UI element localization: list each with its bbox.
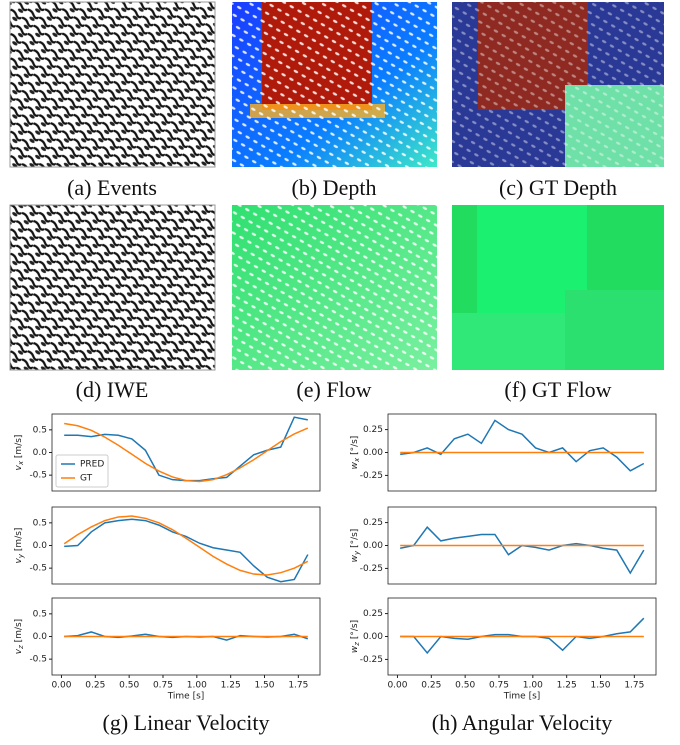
plot-frame [51, 413, 321, 492]
y-label-symbol: w [350, 461, 360, 469]
y-tick-label: -0.5 [29, 655, 47, 665]
y-tick-label: -0.25 [360, 471, 383, 481]
chart-caption: (h) Angular Velocity [432, 710, 612, 735]
x-tick-label: 1.75 [624, 681, 644, 691]
image-gt-depth [452, 2, 664, 167]
plot-frame [51, 506, 321, 585]
y-label-sub: y [353, 550, 361, 556]
y-label-unit: [m/s] [14, 435, 24, 459]
y-label-sub: y [17, 553, 25, 559]
y-tick-label: 0.25 [363, 609, 383, 619]
image-caption: (a) Events [67, 175, 157, 200]
image-caption: (b) Depth [292, 175, 377, 200]
y-tick-label: 0.00 [363, 448, 383, 458]
x-tick-label: 1.00 [523, 681, 543, 691]
x-tick-label: 0.50 [455, 681, 475, 691]
x-tick-label: 1.00 [187, 681, 207, 691]
image-caption: (c) GT Depth [499, 175, 617, 200]
y-tick-label: 0.5 [33, 609, 47, 619]
y-label-symbol: v [14, 648, 24, 654]
image-flow [232, 205, 437, 370]
y-axis-label: vz [m/s] [14, 619, 26, 654]
x-tick-label: 0.25 [421, 681, 441, 691]
x-tick-label: 0.50 [119, 681, 139, 691]
series-line [64, 422, 309, 483]
image-caption: (e) Flow [296, 377, 371, 402]
y-axis-label: vy [m/s] [14, 528, 26, 564]
legend-label: GT [80, 474, 93, 484]
y-tick-label: 0.25 [363, 518, 383, 528]
image-events [9, 1, 216, 168]
y-label-symbol: w [350, 554, 360, 562]
image-iwe [9, 204, 216, 371]
x-tick-label: 0.75 [153, 681, 173, 691]
series-line [64, 518, 309, 583]
plot-frame [387, 413, 657, 492]
x-tick-label: 1.75 [288, 681, 308, 691]
y-tick-label: -0.25 [360, 564, 383, 574]
x-axis-label: Time [s] [503, 692, 541, 702]
y-label-unit: [°/s] [350, 620, 360, 639]
plot-frame [387, 597, 657, 676]
series-line [400, 526, 645, 575]
y-axis-label: wy [°/s] [350, 529, 362, 563]
y-label-sub: z [353, 642, 361, 647]
y-label-unit: [m/s] [14, 619, 24, 643]
x-tick-label: 1.25 [557, 681, 577, 691]
legend-box [55, 454, 109, 488]
y-label-sub: z [17, 645, 25, 650]
y-label-unit: [m/s] [14, 528, 24, 552]
y-tick-label: 0.5 [33, 518, 47, 528]
y-tick-label: 0.0 [33, 448, 48, 458]
image-depth [232, 2, 437, 167]
series-line [400, 617, 645, 655]
y-label-sub: x [17, 460, 25, 466]
y-label-symbol: w [350, 645, 360, 653]
y-tick-label: -0.5 [29, 564, 47, 574]
image-gt-flow [452, 205, 664, 370]
image-caption: (d) IWE [76, 377, 149, 402]
y-tick-label: -0.5 [29, 471, 47, 481]
series-line [400, 419, 645, 472]
x-axis-label: Time [s] [167, 692, 205, 702]
x-tick-label: 0.00 [51, 681, 71, 691]
series-line [63, 515, 309, 576]
y-label-unit: [°/s] [350, 436, 360, 455]
y-tick-label: -0.25 [360, 655, 383, 665]
x-tick-label: 1.25 [221, 681, 241, 691]
y-axis-label: wx [°/s] [350, 436, 362, 470]
legend-label: PRED [80, 460, 104, 470]
y-tick-label: 0.5 [33, 425, 47, 435]
y-tick-label: 0.0 [33, 541, 48, 551]
y-axis-label: wz [°/s] [350, 620, 362, 653]
y-label-sub: x [353, 457, 361, 463]
y-tick-label: 0.25 [363, 425, 383, 435]
x-tick-label: 1.50 [254, 681, 274, 691]
x-tick-label: 0.75 [489, 681, 509, 691]
y-label-symbol: v [14, 557, 24, 563]
y-label-symbol: v [14, 464, 24, 470]
image-caption: (f) GT Flow [504, 377, 611, 402]
y-tick-label: 0.00 [363, 541, 383, 551]
y-tick-label: 0.0 [33, 632, 48, 642]
y-axis-label: vx [m/s] [14, 435, 26, 471]
x-tick-label: 0.25 [85, 681, 105, 691]
y-label-unit: [°/s] [350, 529, 360, 548]
y-tick-label: 0.00 [363, 632, 383, 642]
plot-frame [51, 597, 321, 676]
plot-frame [387, 506, 657, 585]
chart-caption: (g) Linear Velocity [103, 710, 270, 735]
x-tick-label: 0.00 [387, 681, 407, 691]
x-tick-label: 1.50 [590, 681, 610, 691]
